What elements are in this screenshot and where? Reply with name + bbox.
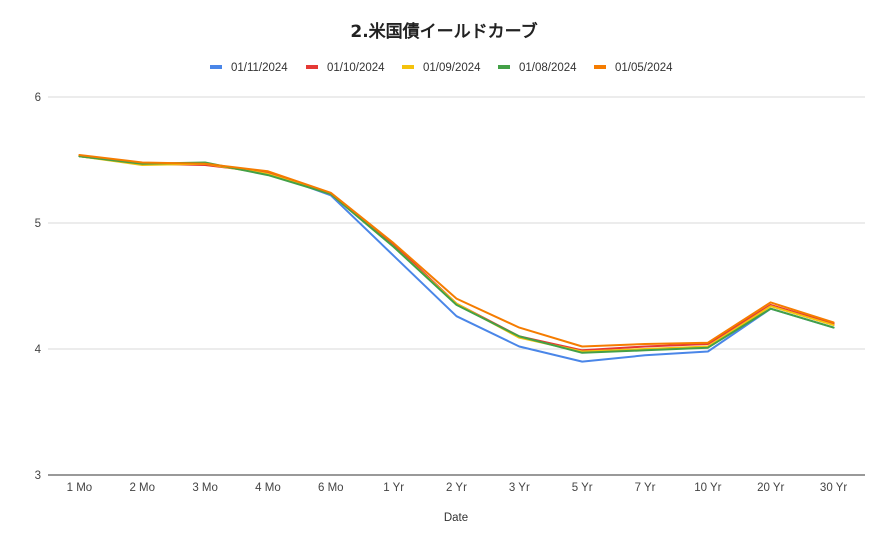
y-tick-label: 6 [35,92,41,104]
x-tick-label: 5 Yr [572,482,593,494]
x-tick-label: 30 Yr [820,482,847,494]
x-axis-label: Date [444,512,468,524]
legend-label: 01/09/2024 [423,62,481,74]
series-line-2 [78,155,835,352]
chart-title: 2.米国債イールドカーブ [350,21,537,42]
x-tick-label: 2 Mo [129,482,155,494]
x-tick-label: 10 Yr [694,482,721,494]
x-tick-label: 1 Mo [67,482,93,494]
legend-swatch [498,65,510,69]
legend-swatch [210,65,222,69]
x-axis-ticks: 1 Mo 2 Mo 3 Mo 4 Mo 6 Mo 1 Yr 2 Yr 3 Yr 5 Yr 7 Yr… [67,482,848,494]
series-line-1 [78,155,835,363]
x-tick-label: 6 Mo [318,482,344,494]
x-tick-label: 3 Mo [192,482,218,494]
y-axis-ticks: 3 4 5 6 [35,92,42,482]
series-line-4 [78,155,835,354]
legend-swatch [306,65,318,69]
legend-swatch [594,65,606,69]
legend-label: 01/08/2024 [519,62,577,74]
x-tick-label: 2 Yr [446,482,467,494]
legend-label: 01/05/2024 [615,62,673,74]
y-tick-label: 5 [35,218,41,230]
series-line-3 [78,155,835,353]
legend-label: 01/10/2024 [327,62,385,74]
series-line-5 [78,154,835,348]
legend-label: 01/11/2024 [231,62,288,74]
x-tick-label: 4 Mo [255,482,281,494]
legend: 01/11/2024 01/10/2024 01/09/2024 01/08/2024… [210,62,673,74]
y-tick-label: 4 [35,344,42,356]
grid-lines [48,96,865,476]
x-tick-label: 20 Yr [757,482,784,494]
legend-swatch [402,65,414,69]
x-tick-label: 3 Yr [509,482,530,494]
y-tick-label: 3 [35,470,41,482]
x-tick-label: 1 Yr [383,482,404,494]
series-lines [78,154,835,363]
x-tick-label: 7 Yr [635,482,656,494]
